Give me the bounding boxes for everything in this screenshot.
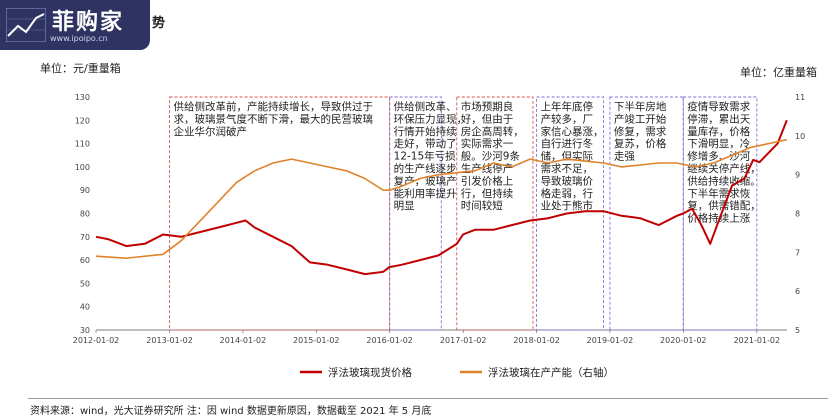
annotation-text: 时间较短 (461, 199, 503, 212)
y-left-tick-label: 60 (80, 256, 90, 265)
y-right-tick-label: 8 (795, 210, 800, 219)
y-left-tick-label: 80 (80, 210, 90, 219)
annotation-text: 能利用率提升 (394, 187, 457, 200)
annotation-text: 复苏，价格 (614, 137, 667, 150)
chart: 30 40 50 60 70 80 90 100 110 120 130 5 6 7 8 9 10 11 2012-… (73, 93, 805, 379)
chart-title-fragment: 势 (152, 16, 166, 31)
annotation-text: 下半年房地 (614, 100, 667, 113)
x-tick-label: 2018-01-02 (513, 336, 560, 345)
y-right-tick-label: 9 (795, 171, 800, 180)
annotation-text: 实际需求一 (461, 137, 514, 150)
y-left-tick-label: 90 (80, 186, 90, 195)
annotation-text: 格走弱，行 (541, 187, 594, 200)
annotation-text: 12-15年亏损 (394, 150, 457, 163)
annotation-text: 家信心暴涨， (541, 125, 604, 138)
annotation-text: 需求不足， (541, 163, 594, 175)
annotation-text: 明显 (394, 200, 415, 212)
series-line (95, 138, 787, 260)
annotation-text: 修复，需求 (614, 125, 667, 138)
annotation-text: 停滞，累出天 (687, 112, 750, 125)
annotation-text: 导致玻璃价 (541, 174, 594, 187)
y-left-tick-label: 100 (75, 163, 90, 172)
annotation-text: 上年年底停 (541, 100, 594, 113)
annotation-text: 引发价格上 (461, 174, 514, 187)
y-right-tick-label: 10 (795, 132, 805, 141)
legend-label: 浮法玻璃现货价格 (328, 366, 412, 379)
annotation-text: 复产，玻璃产 (394, 174, 457, 187)
logo-text: 菲购家 (52, 10, 125, 35)
x-tick-label: 2016-01-02 (366, 336, 413, 345)
x-tick-label: 2017-01-02 (440, 336, 487, 345)
annotation-text: 供给侧改革、 (394, 100, 457, 113)
y-left-tick-label: 110 (75, 140, 90, 149)
logo-url: www.ipoipo.cn (50, 34, 108, 43)
y-right-tick-label: 5 (795, 326, 800, 335)
y-left-tick-label: 130 (75, 93, 90, 102)
annotation-text: 走强 (614, 151, 635, 163)
annotation-text: 求，玻璃景气度不断下滑，最大的民营玻璃 (174, 112, 374, 125)
annotation-text: 好，但由于 (461, 112, 514, 125)
x-tick-label: 2015-01-02 (293, 336, 340, 345)
y-right-tick-label: 6 (795, 287, 800, 296)
x-tick-label: 2014-01-02 (220, 336, 267, 345)
x-tick-label: 2021-01-02 (734, 336, 781, 345)
annotation-text: 储，但实际 (541, 150, 594, 163)
annotation-text: 市场预期良 (461, 100, 514, 113)
annotation-text: 下半年需求恢 (687, 187, 750, 200)
annotation-text: 行，但持续 (461, 187, 514, 200)
divider (28, 398, 828, 399)
x-tick-label: 2012-01-02 (73, 336, 120, 345)
y-right-tick-label: 7 (795, 248, 800, 257)
x-tick-label: 2019-01-02 (587, 336, 634, 345)
annotation-text: 产竣工开始 (614, 112, 667, 125)
y-left-tick-label: 120 (75, 116, 90, 125)
y-left-tick-label: 40 (80, 303, 90, 312)
annotation-text: 产较多，厂 (541, 112, 594, 125)
x-tick-label: 2020-01-02 (660, 336, 707, 345)
annotation-text: 业处于熊市 (541, 199, 594, 212)
annotation-box (389, 96, 442, 331)
y-left-tick-label: 30 (80, 326, 90, 335)
annotation-text: 环保压力显现， (394, 112, 468, 125)
annotation-text: 行情开始持续 (394, 125, 457, 138)
logo: 菲购家 www.ipoipo.cn (0, 0, 150, 50)
legend-label: 浮法玻璃在产产能（右轴） (488, 366, 614, 379)
series-line (95, 119, 788, 276)
annotation-text: 的生产线逐步 (394, 162, 457, 175)
annotation-text: 生产线停产 (461, 162, 514, 175)
y-left-tick-label: 50 (80, 279, 90, 288)
annotation-text: 自行进行冬 (541, 137, 594, 150)
annotation-box (456, 96, 534, 331)
y-right-tick-label: 11 (795, 93, 805, 102)
annotation-text: 般。沙河9条 (461, 150, 521, 163)
logo-chart-icon (6, 8, 46, 42)
right-axis-unit: 单位：亿重量箱 (740, 66, 817, 79)
annotation-text: 量库存，价格 (687, 125, 750, 138)
annotation-text: 修增多、沙河 (687, 150, 750, 163)
y-left-tick-label: 70 (80, 233, 90, 242)
left-axis-unit: 单位：元/重量箱 (40, 62, 121, 75)
annotation-text: 房企高周转， (461, 125, 524, 138)
annotation-text: 下滑明显，冷 (687, 137, 750, 150)
x-tick-label: 2013-01-02 (146, 336, 193, 345)
source-note: 资料来源：wind，光大证券研究所 注：因 wind 数据更新原因，数据截至 2… (30, 406, 432, 417)
annotation-text: 走好，带动了 (394, 138, 457, 150)
annotation-text: 企业华尔润破产 (174, 125, 248, 138)
annotation-text: 供给侧改革前，产能持续增长，导致供过于 (174, 100, 374, 113)
annotation-text: 疫情导致需求 (687, 100, 750, 113)
annotation-text: 供给持续收缩。 (687, 174, 761, 187)
